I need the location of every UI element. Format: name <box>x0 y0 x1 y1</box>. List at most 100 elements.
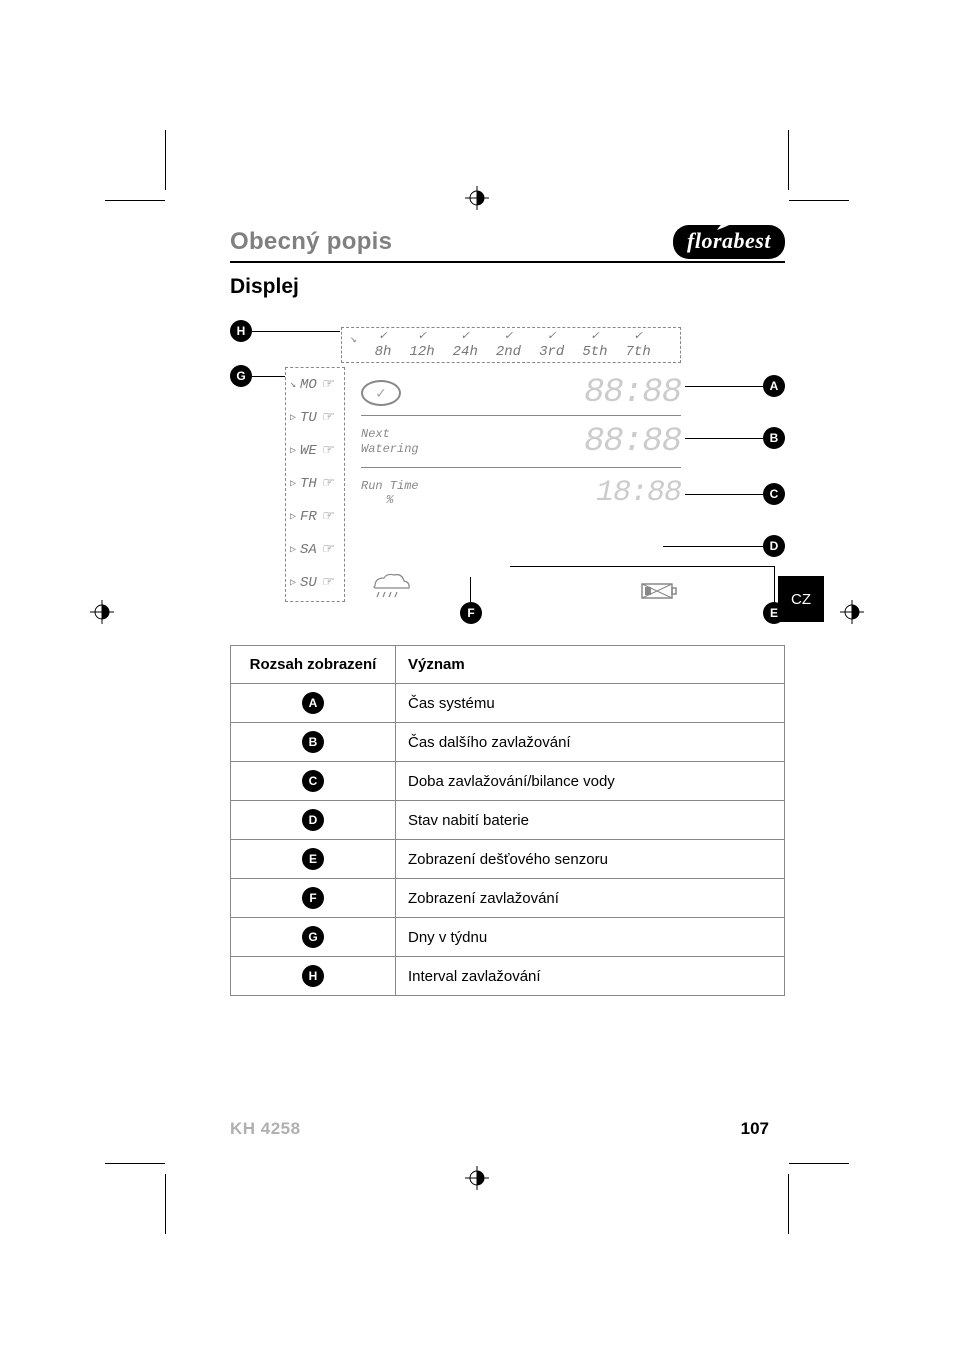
callout-a: A <box>763 375 785 397</box>
interval-item: ✓8h <box>375 332 392 360</box>
table-row: E Zobrazení dešťového senzoru <box>231 840 785 879</box>
next-watering-digits: 88:88 <box>584 423 681 461</box>
callout-line <box>774 566 775 602</box>
lcd-screen: ↘ ✓8h ✓12h ✓24h ✓2nd ✓3rd ✓5th ✓7th ↘MO☞… <box>285 327 685 607</box>
day-row: ↘MO☞ <box>286 368 344 401</box>
registration-mark-icon <box>465 1166 489 1190</box>
interval-item: ✓2nd <box>496 332 521 360</box>
interval-item: ✓3rd <box>539 332 564 360</box>
callout-line <box>685 494 763 495</box>
header-divider <box>230 261 785 263</box>
table-header-row: Rozsah zobrazení Význam <box>231 646 785 684</box>
table-row: F Zobrazení zavlažování <box>231 879 785 918</box>
callout-line <box>510 566 775 567</box>
legend-key: C <box>231 762 396 801</box>
interval-row: ↘ ✓8h ✓12h ✓24h ✓2nd ✓3rd ✓5th ✓7th <box>342 328 680 360</box>
day-row: ▷SA☞ <box>286 533 344 566</box>
callout-line <box>252 331 340 332</box>
day-row: ▷FR☞ <box>286 500 344 533</box>
legend-meaning: Čas systému <box>396 684 785 723</box>
interval-item: ✓7th <box>626 332 651 360</box>
callout-line <box>685 438 763 439</box>
leaf-icon <box>715 217 741 231</box>
callout-line <box>663 546 763 547</box>
callout-f: F <box>460 602 482 624</box>
callout-line <box>470 577 471 602</box>
interval-item: ✓5th <box>582 332 607 360</box>
legend-meaning: Zobrazení zavlažování <box>396 879 785 918</box>
callout-line <box>685 386 763 387</box>
legend-key: E <box>231 840 396 879</box>
callout-line <box>252 376 285 377</box>
interval-item: ✓24h <box>453 332 478 360</box>
legend-meaning: Doba zavlažování/bilance vody <box>396 762 785 801</box>
table-row: G Dny v týdnu <box>231 918 785 957</box>
legend-key: A <box>231 684 396 723</box>
table-row: B Čas dalšího zavlažování <box>231 723 785 762</box>
ok-icon: ✓ <box>361 380 401 406</box>
legend-table: Rozsah zobrazení Význam A Čas systému B … <box>230 645 785 996</box>
crop-mark <box>105 200 165 201</box>
lcd-main-area: ✓ 88:88 Next Watering 88:88 Run Time % 1… <box>361 371 681 518</box>
header-row: Obecný popis florabest <box>230 225 785 259</box>
callout-h: H <box>230 320 252 342</box>
rain-cloud-icon <box>365 572 415 602</box>
legend-key: D <box>231 801 396 840</box>
interval-region: ↘ ✓8h ✓12h ✓24h ✓2nd ✓3rd ✓5th ✓7th <box>341 327 681 363</box>
crop-mark <box>165 130 166 190</box>
day-row: ▷TH☞ <box>286 467 344 500</box>
col-header-key: Rozsah zobrazení <box>231 646 396 684</box>
lcd-row-next: Next Watering 88:88 <box>361 416 681 468</box>
col-header-meaning: Význam <box>396 646 785 684</box>
registration-mark-icon <box>90 600 114 624</box>
legend-key: B <box>231 723 396 762</box>
table-row: H Interval zavlažování <box>231 957 785 996</box>
brand-logo-text: florabest <box>687 228 771 253</box>
callout-c: C <box>763 483 785 505</box>
legend-meaning: Stav nabití baterie <box>396 801 785 840</box>
table-row: A Čas systému <box>231 684 785 723</box>
lcd-bottom-row <box>365 572 681 602</box>
runtime-digits: 18:88 <box>596 476 681 510</box>
crop-mark <box>788 130 789 190</box>
legend-meaning: Dny v týdnu <box>396 918 785 957</box>
brand-logo: florabest <box>673 225 785 259</box>
interval-arrow-icon: ↘ <box>350 332 357 346</box>
lcd-row-runtime: Run Time % 18:88 <box>361 468 681 518</box>
day-row: ▷WE☞ <box>286 434 344 467</box>
runtime-label: Run Time % <box>361 479 419 508</box>
next-watering-label: Next Watering <box>361 427 419 456</box>
crop-mark <box>788 1174 789 1234</box>
section-title: Obecný popis <box>230 228 392 256</box>
legend-key: F <box>231 879 396 918</box>
legend-meaning: Interval zavlažování <box>396 957 785 996</box>
table-row: C Doba zavlažování/bilance vody <box>231 762 785 801</box>
crop-mark <box>165 1174 166 1234</box>
registration-mark-icon <box>840 600 864 624</box>
page-number: 107 <box>741 1119 769 1139</box>
days-region: ↘MO☞ ▷TU☞ ▷WE☞ ▷TH☞ ▷FR☞ ▷SA☞ ▷SU☞ <box>285 367 345 602</box>
page-content: Obecný popis florabest Displej H G A B C… <box>230 225 785 996</box>
legend-key: H <box>231 957 396 996</box>
legend-key: G <box>231 918 396 957</box>
table-row: D Stav nabití baterie <box>231 801 785 840</box>
crop-mark <box>105 1163 165 1164</box>
model-code: KH 4258 <box>230 1119 301 1139</box>
system-time-digits: 88:88 <box>584 374 681 412</box>
page-footer: KH 4258 107 <box>230 1119 769 1139</box>
interval-item: ✓12h <box>409 332 434 360</box>
registration-mark-icon <box>465 186 489 210</box>
lcd-row-time: ✓ 88:88 <box>361 371 681 416</box>
callout-b: B <box>763 427 785 449</box>
callout-g: G <box>230 365 252 387</box>
subsection-title: Displej <box>230 275 785 299</box>
crop-mark <box>789 1163 849 1164</box>
day-row: ▷SU☞ <box>286 566 344 599</box>
callout-d: D <box>763 535 785 557</box>
display-diagram: H G A B C D E F ↘ ✓8h ✓12h ✓24h ✓2nd <box>230 317 785 627</box>
legend-meaning: Čas dalšího zavlažování <box>396 723 785 762</box>
callout-e: E <box>763 602 785 624</box>
crop-mark <box>789 200 849 201</box>
battery-icon <box>641 580 681 602</box>
legend-meaning: Zobrazení dešťového senzoru <box>396 840 785 879</box>
